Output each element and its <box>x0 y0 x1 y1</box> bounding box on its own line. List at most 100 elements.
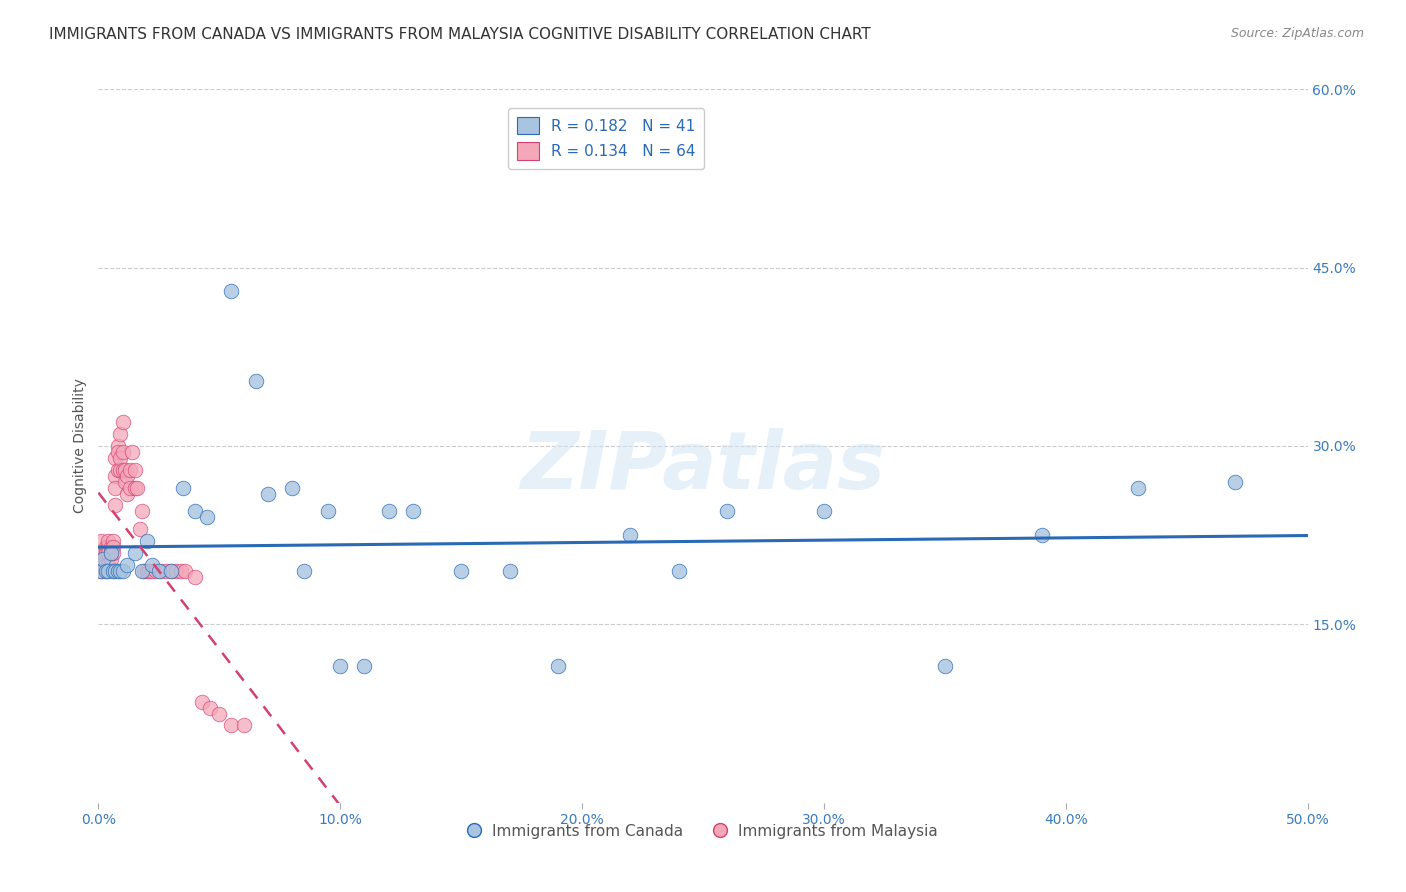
Point <box>117 558 139 572</box>
Point <box>111 415 134 429</box>
Point <box>402 504 425 518</box>
Point <box>90 564 112 578</box>
Point <box>107 439 129 453</box>
Point <box>97 540 120 554</box>
Point <box>104 481 127 495</box>
Point <box>668 564 690 578</box>
Point <box>108 463 131 477</box>
Point <box>118 481 141 495</box>
Point <box>108 450 131 465</box>
Point <box>111 564 134 578</box>
Point <box>716 504 738 518</box>
Point <box>134 564 156 578</box>
Point <box>94 564 117 578</box>
Point <box>232 718 254 732</box>
Point <box>107 463 129 477</box>
Point <box>117 468 139 483</box>
Point <box>165 564 187 578</box>
Point <box>100 540 122 554</box>
Point <box>547 659 569 673</box>
Point <box>131 504 153 518</box>
Point <box>91 552 114 566</box>
Text: IMMIGRANTS FROM CANADA VS IMMIGRANTS FROM MALAYSIA COGNITIVE DISABILITY CORRELAT: IMMIGRANTS FROM CANADA VS IMMIGRANTS FRO… <box>49 27 870 42</box>
Y-axis label: Cognitive Disability: Cognitive Disability <box>73 378 87 514</box>
Point <box>121 445 143 459</box>
Point <box>1031 528 1053 542</box>
Point <box>90 534 112 549</box>
Point <box>169 564 191 578</box>
Point <box>184 504 207 518</box>
Point <box>90 546 112 560</box>
Point <box>498 564 520 578</box>
Point <box>195 510 218 524</box>
Point <box>90 558 112 572</box>
Point <box>138 564 160 578</box>
Point <box>127 481 149 495</box>
Point <box>107 564 129 578</box>
Point <box>221 718 243 732</box>
Point <box>97 564 120 578</box>
Point <box>148 564 170 578</box>
Point <box>117 486 139 500</box>
Point <box>141 564 163 578</box>
Point <box>114 475 136 489</box>
Point <box>184 570 207 584</box>
Point <box>619 528 641 542</box>
Point <box>104 468 127 483</box>
Point <box>160 564 183 578</box>
Point <box>160 564 183 578</box>
Point <box>108 564 131 578</box>
Point <box>155 564 177 578</box>
Point <box>813 504 835 518</box>
Point <box>91 552 114 566</box>
Point <box>150 564 173 578</box>
Point <box>135 534 157 549</box>
Point <box>450 564 472 578</box>
Point <box>245 374 267 388</box>
Point <box>97 546 120 560</box>
Point <box>104 564 127 578</box>
Point <box>316 504 339 518</box>
Point <box>191 695 214 709</box>
Point <box>94 558 117 572</box>
Point <box>104 450 127 465</box>
Point <box>208 706 231 721</box>
Point <box>90 552 112 566</box>
Point <box>118 463 141 477</box>
Point <box>281 481 304 495</box>
Point <box>97 534 120 549</box>
Point <box>135 564 157 578</box>
Point <box>124 546 146 560</box>
Point <box>174 564 197 578</box>
Point <box>94 546 117 560</box>
Point <box>934 659 956 673</box>
Point <box>145 564 167 578</box>
Point <box>111 463 134 477</box>
Point <box>91 546 114 560</box>
Point <box>111 445 134 459</box>
Point <box>353 659 375 673</box>
Point <box>124 463 146 477</box>
Point <box>97 558 120 572</box>
Point <box>94 540 117 554</box>
Point <box>91 558 114 572</box>
Point <box>101 546 124 560</box>
Point <box>198 700 221 714</box>
Point <box>100 552 122 566</box>
Point <box>1223 475 1246 489</box>
Legend: Immigrants from Canada, Immigrants from Malaysia: Immigrants from Canada, Immigrants from … <box>461 818 945 845</box>
Point <box>141 558 163 572</box>
Point <box>1128 481 1150 495</box>
Point <box>104 499 127 513</box>
Point <box>114 463 136 477</box>
Text: ZIPatlas: ZIPatlas <box>520 428 886 507</box>
Point <box>107 445 129 459</box>
Point <box>90 564 112 578</box>
Point <box>221 285 243 299</box>
Point <box>124 481 146 495</box>
Point <box>128 522 150 536</box>
Point <box>108 427 131 442</box>
Point <box>100 546 122 560</box>
Point <box>172 481 194 495</box>
Point <box>101 540 124 554</box>
